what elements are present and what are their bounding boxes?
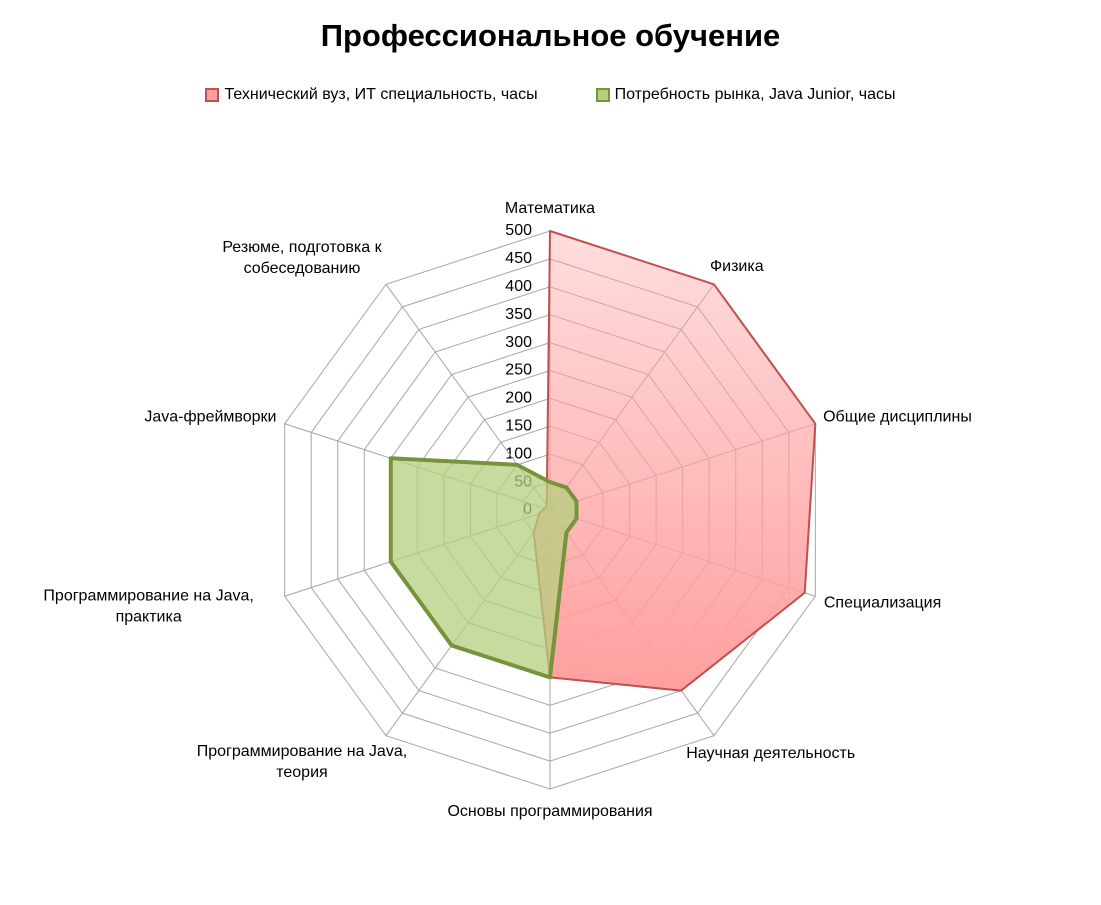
category-label: Научная деятельность bbox=[686, 745, 856, 763]
category-label: Резюме, подготовка к собеседованию bbox=[222, 238, 382, 277]
category-label: Основы программирования bbox=[447, 803, 653, 820]
category-label: Java-фреймворки bbox=[144, 408, 277, 426]
legend-swatch bbox=[595, 88, 610, 102]
chart-title: Профессиональное обучение bbox=[320, 18, 781, 53]
y-tick-label: 500 bbox=[505, 222, 532, 239]
category-label: Физика bbox=[709, 257, 764, 275]
legend-item: Потребность рынка, Java Junior, часы bbox=[595, 86, 896, 104]
series-area bbox=[388, 456, 579, 680]
series-area bbox=[532, 230, 817, 692]
category-label: Программирование на Java, практика bbox=[43, 587, 254, 626]
y-tick-label: 350 bbox=[505, 306, 532, 323]
y-tick-label: 300 bbox=[505, 334, 532, 351]
legend: Технический вуз, ИТ специальность, часы П… bbox=[0, 86, 1101, 104]
category-label: Математика bbox=[504, 200, 596, 217]
y-tick-label: 250 bbox=[505, 362, 532, 379]
legend-label: Потребность рынка, Java Junior, часы bbox=[614, 86, 896, 103]
legend-label: Технический вуз, ИТ специальность, часы bbox=[224, 86, 538, 103]
y-tick-label: 400 bbox=[505, 278, 532, 295]
category-label: Специализация bbox=[823, 594, 942, 612]
y-tick-label: 450 bbox=[505, 250, 532, 267]
category-label: Общие дисциплины bbox=[823, 408, 972, 426]
y-tick-label: 150 bbox=[505, 418, 532, 435]
legend-item: Технический вуз, ИТ специальность, часы bbox=[205, 86, 538, 104]
category-label: Программирование на Java, теория bbox=[196, 743, 408, 782]
y-tick-label: 200 bbox=[505, 390, 532, 407]
legend-swatch bbox=[205, 88, 220, 102]
